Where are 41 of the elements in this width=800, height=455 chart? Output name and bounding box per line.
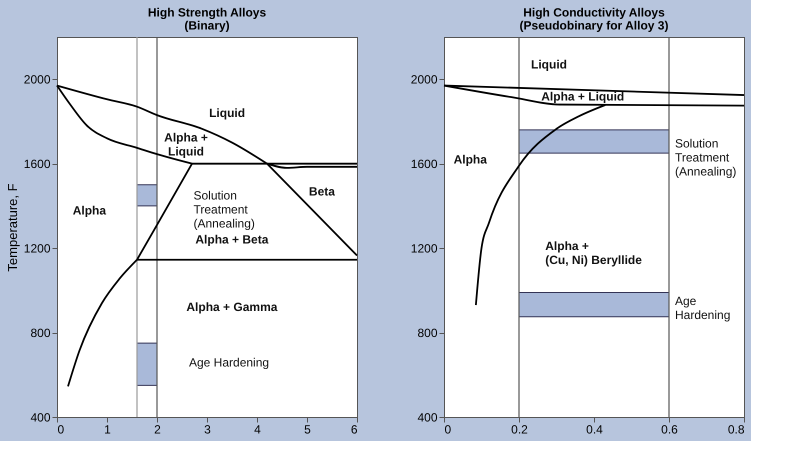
chart-subtitle: (Binary) xyxy=(184,18,230,32)
y-tick-label: 800 xyxy=(417,326,438,340)
annotation: Beta xyxy=(308,184,336,198)
annotation: Alpha + Liquid xyxy=(541,90,624,104)
annotation: Liquid xyxy=(531,57,567,72)
x-tick-label: 2 xyxy=(154,422,162,436)
annotation: Alpha + Gamma xyxy=(186,300,278,314)
y-tick-label: 2000 xyxy=(410,72,438,87)
x-tick-label: 0.2 xyxy=(511,422,528,436)
x-tick-label: 5 xyxy=(304,422,312,436)
y-tick-label: 800 xyxy=(30,326,51,340)
y-tick-label: 400 xyxy=(417,410,438,424)
annotation: Liquid xyxy=(209,106,246,120)
chart-subtitle: (Pseudobinary for Alloy 3) xyxy=(520,18,668,32)
annotation: Solution Treatment (Annealing) xyxy=(194,188,255,230)
x-tick-label: 0.8 xyxy=(728,422,745,436)
y-tick-label: 1200 xyxy=(24,242,51,256)
annotation: Age Hardening xyxy=(675,294,730,322)
chart-title: High Conductivity Alloys xyxy=(523,5,666,20)
annotation: Alpha xyxy=(72,203,106,218)
x-tick-label: 0 xyxy=(444,422,452,436)
x-tick-label: 4 xyxy=(254,422,262,436)
x-tick-label: 0.4 xyxy=(586,422,604,436)
annotation: Alpha + Liquid xyxy=(164,130,208,159)
annotation: Alpha xyxy=(454,152,488,166)
y-tick-label: 1600 xyxy=(410,157,438,172)
x-tick-label: 1 xyxy=(104,422,112,436)
x-tick-label: 3 xyxy=(204,422,212,436)
annotation: Alpha + (Cu, Ni) Beryllide xyxy=(545,239,642,267)
annotation: Alpha + Beta xyxy=(195,232,269,247)
chart-title: High Strength Alloys xyxy=(148,5,266,20)
x-tick-label: 0 xyxy=(58,422,64,436)
x-tick-label: 6 xyxy=(350,422,358,436)
y-tick-label: 2000 xyxy=(24,72,51,87)
x-tick-label: 0.6 xyxy=(661,422,678,436)
y-tick-label: 400 xyxy=(30,410,51,424)
y-tick-label: 1600 xyxy=(24,157,51,172)
annotation: Solution Treatment (Annealing) xyxy=(675,136,736,178)
y-axis-title: Temperature, F xyxy=(4,183,20,272)
annotation: Age Hardening xyxy=(189,355,270,370)
y-tick-label: 1200 xyxy=(410,242,438,256)
